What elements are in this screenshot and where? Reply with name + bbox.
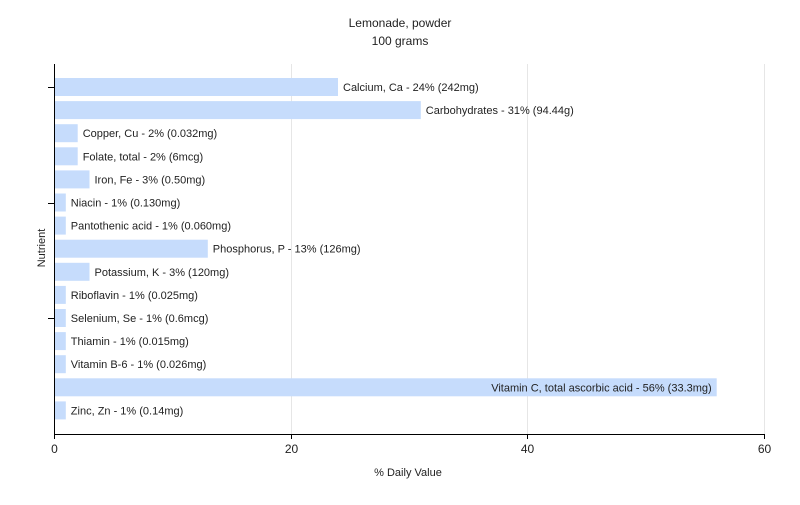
bar-label-2: Copper, Cu - 2% (0.032mg) [83,128,218,140]
bar-2 [54,124,78,143]
bar-8 [54,262,90,281]
bar-label-0: Calcium, Ca - 24% (242mg) [343,82,479,94]
bar-13 [54,378,717,397]
bar-label-11: Thiamin - 1% (0.015mg) [71,336,189,348]
bar-label-13: Vitamin C, total ascorbic acid - 56% (33… [491,382,712,394]
grid [291,64,765,434]
bar-4 [54,170,90,189]
x-axis-label: % Daily Value [374,467,442,479]
x-tick-label-3: 60 [758,442,772,456]
x-tick-label-2: 40 [521,442,535,456]
bar-label-8: Potassium, K - 3% (120mg) [95,267,230,279]
bar-10 [54,309,66,327]
bar-label-6: Pantothenic acid - 1% (0.060mg) [71,221,231,233]
bar-14 [54,401,66,420]
bar-label-14: Zinc, Zn - 1% (0.14mg) [71,405,183,417]
bars: Calcium, Ca - 24% (242mg) Carbohydrates -… [54,78,717,420]
bar-12 [54,355,66,374]
bar-1 [54,101,421,120]
bar-label-5: Niacin - 1% (0.130mg) [71,198,180,210]
bar-label-3: Folate, total - 2% (6mcg) [83,151,203,163]
bar-6 [54,216,66,235]
bar-9 [54,285,66,304]
x-tick-label-1: 20 [285,442,299,456]
bar-label-1: Carbohydrates - 31% (94.44g) [426,105,574,117]
x-tick-label-0: 0 [51,442,58,456]
bar-7 [54,239,208,258]
bar-label-4: Iron, Fe - 3% (0.50mg) [95,174,206,186]
bar-3 [54,147,78,166]
bar-5 [54,193,66,212]
bar-label-9: Riboflavin - 1% (0.025mg) [71,290,198,302]
y-axis-label: Nutrient [36,229,48,268]
bar-0 [54,78,338,96]
chart-title: Lemonade, powder [349,16,452,30]
chart-subtitle: 100 grams [372,34,429,48]
bar-11 [54,332,66,351]
axes: 0 20 40 60 [48,64,771,456]
bar-label-10: Selenium, Se - 1% (0.6mcg) [71,313,209,325]
bar-label-12: Vitamin B-6 - 1% (0.026mg) [71,359,207,371]
bar-label-7: Phosphorus, P - 13% (126mg) [213,244,361,256]
